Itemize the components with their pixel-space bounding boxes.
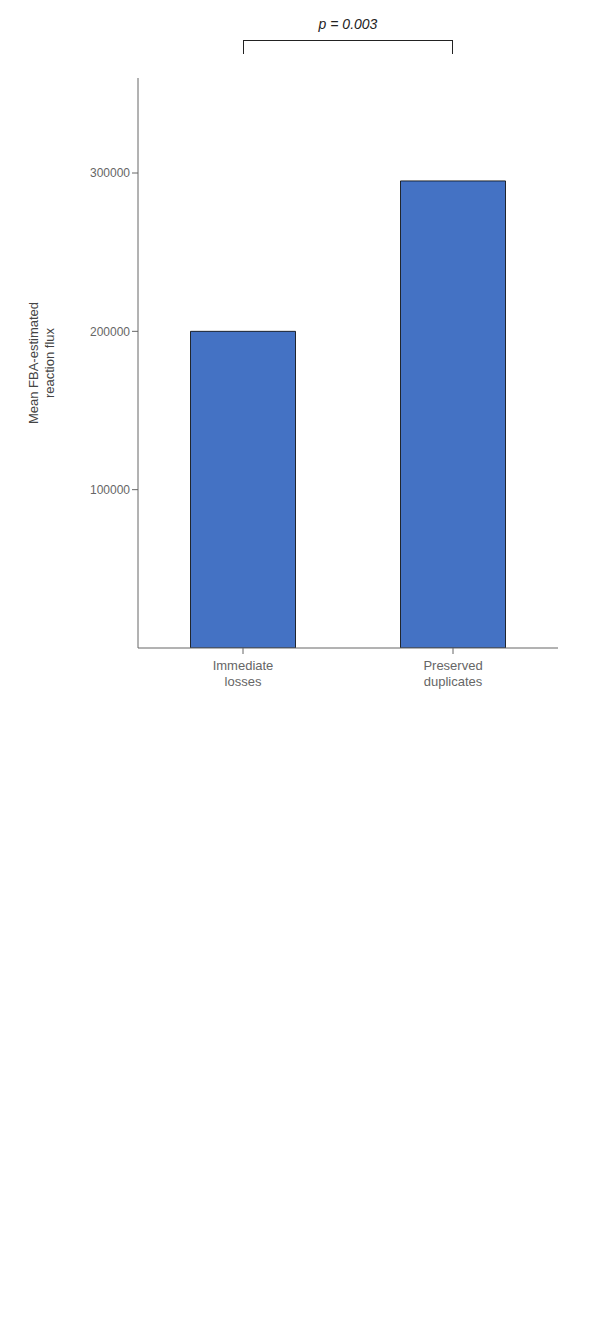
- html-text:p = 0.003: p = 0.003: [318, 16, 378, 32]
- svg-text:200000: 200000: [90, 325, 130, 339]
- svg-text:300000: 300000: [90, 166, 130, 180]
- svg-text:Immediatelosses: Immediatelosses: [213, 658, 274, 689]
- svg-text:100000: 100000: [90, 483, 130, 497]
- svg-text:Mean FBA-estimatedreaction flu: Mean FBA-estimatedreaction flux: [26, 302, 57, 424]
- svg-text:Preservedduplicates: Preservedduplicates: [423, 658, 482, 689]
